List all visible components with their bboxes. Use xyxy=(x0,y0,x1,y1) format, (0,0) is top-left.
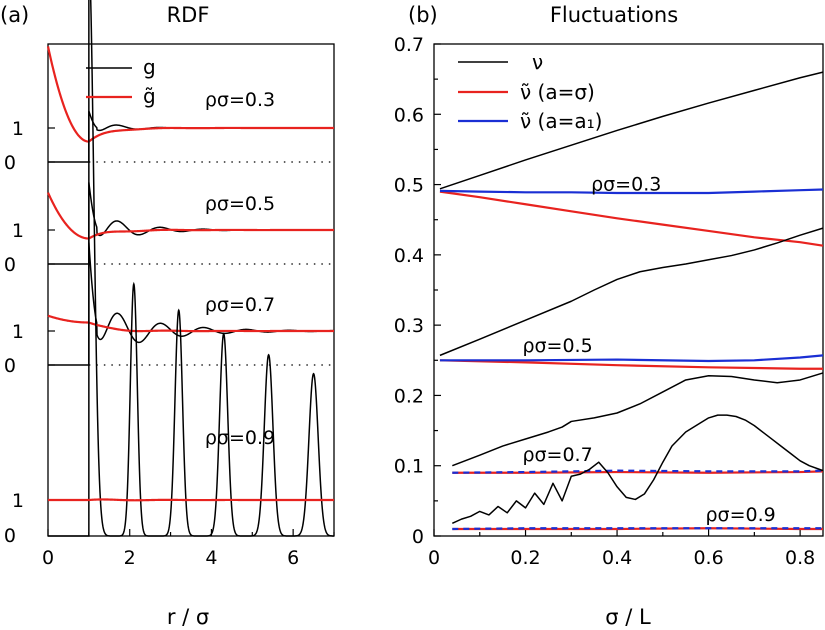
panel-a-x-tick-label: 0 xyxy=(42,547,54,569)
panel-b-annotation: ρσ=0.7 xyxy=(522,444,592,466)
panel-b-x-tick-label: 0.6 xyxy=(693,547,723,569)
panel-b-frame xyxy=(433,43,824,537)
panel-b-y-tick-label: 0.3 xyxy=(394,315,424,337)
panel-b-label: (b) xyxy=(408,3,438,27)
panel-a-annotation: ρσ=0.9 xyxy=(205,427,275,449)
legend-g-label: g xyxy=(143,55,156,79)
panel-b-x-tick-label: 0.2 xyxy=(510,547,540,569)
panel-b-series-line xyxy=(439,71,824,190)
panel-a-label: (a) xyxy=(0,3,29,27)
panel-b-x-tick-label: 0 xyxy=(428,547,440,569)
panel-a-annotation: ρσ=0.3 xyxy=(205,89,275,111)
panel-a-offset-panels: 1 0 ρσ=0.3 1 0 ρσ=0.5 1 0 ρσ=0.7 1 0 ρσ=0.9 xyxy=(4,0,334,547)
panel-a-ghat-curve xyxy=(46,46,334,143)
panel-b-y-tick-label: 0.7 xyxy=(394,34,424,56)
panel-b-ticks: 0 0.2 0.4 0.6 0.8 0 0.1 0.2 0.3 0.4 0.5 0.6 0.7 xyxy=(394,34,815,569)
legend-nuhat-a1-label: ν̃ (a=a₁) xyxy=(520,109,602,133)
panel-a-annotation: ρσ=0.5 xyxy=(205,193,275,215)
panel-b-title: Fluctuations xyxy=(550,3,678,27)
legend-nu-label: ν xyxy=(532,50,543,74)
panel-a-y-tick-label: 0 xyxy=(4,254,16,276)
panel-a-ghat-curve xyxy=(47,314,334,333)
panel-b-annotation: ρσ=0.9 xyxy=(705,504,775,526)
legend-nuhat-sigma-label: ν̃ (a=σ) xyxy=(520,80,595,104)
panel-a-x-ticks: 0 2 4 6 xyxy=(42,529,335,569)
panel-b-annotation: ρσ=0.5 xyxy=(522,335,592,357)
panel-a-g-curve xyxy=(48,110,334,163)
panel-a-x-tick-label: 6 xyxy=(287,547,299,569)
panel-b-series-line xyxy=(439,359,823,370)
panel-b: (b) Fluctuations σ / L 0 0.2 0.4 0.6 0.8 0 0.1… xyxy=(394,3,824,629)
panel-b-series xyxy=(439,71,824,531)
panel-b-series-line xyxy=(439,188,824,195)
panel-b-y-tick-label: 0.4 xyxy=(394,245,424,267)
panel-a-g-curve xyxy=(48,0,334,537)
panel-b-legend: ν ν̃ (a=σ) ν̃ (a=a₁) xyxy=(458,50,602,133)
panel-b-series-line xyxy=(439,354,824,363)
panel-a-y-tick-label: 0 xyxy=(4,152,16,174)
panel-b-y-tick-label: 0.5 xyxy=(394,175,424,197)
panel-b-y-tick-label: 0 xyxy=(412,526,424,548)
panel-a-x-tick-label: 4 xyxy=(205,547,217,569)
panel-b-y-tick-label: 0.2 xyxy=(394,385,424,407)
panel-a-y-tick-label: 0 xyxy=(4,355,16,377)
panel-a-title: RDF xyxy=(167,3,210,27)
panel-b-annotations: ρσ=0.3 ρσ=0.5 ρσ=0.7 ρσ=0.9 xyxy=(522,174,775,526)
legend-ghat-label: g̃ xyxy=(143,84,156,108)
panel-b-annotation: ρσ=0.3 xyxy=(591,174,661,196)
panel-a-y-tick-label: 0 xyxy=(4,525,16,547)
panel-b-xlabel: σ / L xyxy=(605,605,651,629)
panel-b-y-tick-label: 0.6 xyxy=(394,104,424,126)
panel-a-frame xyxy=(47,43,335,537)
panel-a-ghat-curve xyxy=(48,498,334,502)
panel-a-y-tick-label: 1 xyxy=(12,490,24,512)
panel-a-annotation: ρσ=0.7 xyxy=(205,294,275,316)
panel-a-y-tick-label: 1 xyxy=(12,118,24,140)
panel-a-y-tick-label: 1 xyxy=(12,321,24,343)
panel-a-x-tick-label: 2 xyxy=(124,547,136,569)
panel-a-g-curve xyxy=(48,242,334,366)
panel-b-series-line xyxy=(451,414,824,525)
panel-a-offset-0: 1 0 ρσ=0.3 xyxy=(4,46,334,174)
panel-b-series-line xyxy=(439,227,824,357)
panel-a-xlabel: r / σ xyxy=(167,605,209,629)
panel-b-series-line xyxy=(452,527,823,531)
panel-a: (a) RDF r / σ 0 2 4 6 1 0 ρσ=0.3 1 0 ρσ=0.5 1 0 ρσ=… xyxy=(0,0,335,629)
panel-a-offset-3: 1 0 ρσ=0.9 xyxy=(4,0,334,547)
panel-b-series-line xyxy=(452,469,824,474)
panel-a-ghat-curve xyxy=(46,192,334,240)
panel-b-series-line xyxy=(452,372,824,467)
panel-b-x-tick-label: 0.8 xyxy=(785,547,815,569)
panel-a-g-curve xyxy=(48,182,334,265)
panel-b-series-line xyxy=(452,470,824,474)
panel-a-y-tick-label: 1 xyxy=(12,220,24,242)
panel-b-x-tick-label: 0.4 xyxy=(602,547,632,569)
panel-b-y-tick-label: 0.1 xyxy=(394,456,424,478)
panel-a-legend: g g̃ xyxy=(86,55,156,108)
panel-b-series-line xyxy=(439,190,824,247)
panel-a-offset-2: 1 0 ρσ=0.7 xyxy=(4,242,334,377)
panel-a-offset-1: 1 0 ρσ=0.5 xyxy=(4,182,334,276)
